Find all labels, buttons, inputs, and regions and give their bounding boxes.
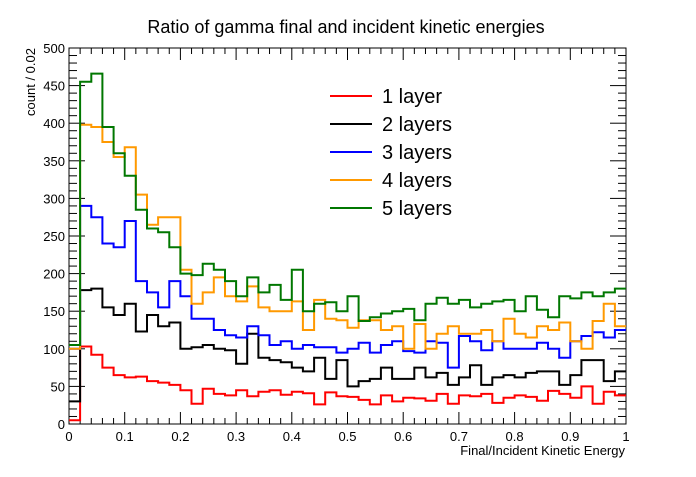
histogram-series-2-layers: [69, 287, 626, 403]
x-tick-label: 0.7: [450, 429, 468, 444]
x-tick-label: 1: [622, 429, 629, 444]
y-tick-label: 100: [43, 342, 65, 357]
legend-label-5-layers: 5 layers: [382, 198, 452, 220]
legend-label-1-layer: 1 layer: [382, 86, 442, 108]
histogram-series-4-layers: [69, 123, 626, 350]
histogram-series-5-layers: [69, 72, 626, 346]
x-tick-label: 0.3: [227, 429, 245, 444]
y-tick-label: 300: [43, 191, 65, 206]
x-axis-label: Final/Incident Kinetic Energy: [460, 443, 625, 458]
y-tick-label: 450: [43, 79, 65, 94]
y-tick-label: 500: [43, 41, 65, 56]
plot-area: 0 0.1 0.2 0.3 0.4 0.5 0.6 0.7 0.8 0.9 1 0 50 100 150 20…: [43, 41, 629, 444]
x-tick-label: 0.6: [394, 429, 412, 444]
x-tick-label: 0.1: [116, 429, 134, 444]
legend-label-3-layers: 3 layers: [382, 142, 452, 164]
y-axis-label: count / 0.02: [23, 48, 38, 116]
y-tick-label: 50: [51, 379, 65, 394]
y-tick-label: 0: [58, 417, 65, 432]
x-tick-label: 0.2: [171, 429, 189, 444]
histogram-series-1-layer: [69, 345, 626, 422]
y-tick-label: 350: [43, 154, 65, 169]
x-tick-label: 0: [65, 429, 72, 444]
histogram-series-3-layers: [69, 204, 626, 369]
x-tick-label: 0.9: [561, 429, 579, 444]
x-tick-label: 0.4: [283, 429, 301, 444]
y-tick-label: 400: [43, 116, 65, 131]
y-tick-label: 200: [43, 267, 65, 282]
x-tick-label: 0.5: [338, 429, 356, 444]
legend-label-4-layers: 4 layers: [382, 170, 452, 192]
legend: 1 layer 2 layers 3 layers 4 layers 5 layers: [330, 86, 452, 220]
y-tick-label: 150: [43, 304, 65, 319]
legend-label-2-layers: 2 layers: [382, 114, 452, 136]
x-tick-label: 0.8: [506, 429, 524, 444]
chart-title: Ratio of gamma final and incident kineti…: [147, 17, 544, 37]
y-tick-label: 250: [43, 229, 65, 244]
